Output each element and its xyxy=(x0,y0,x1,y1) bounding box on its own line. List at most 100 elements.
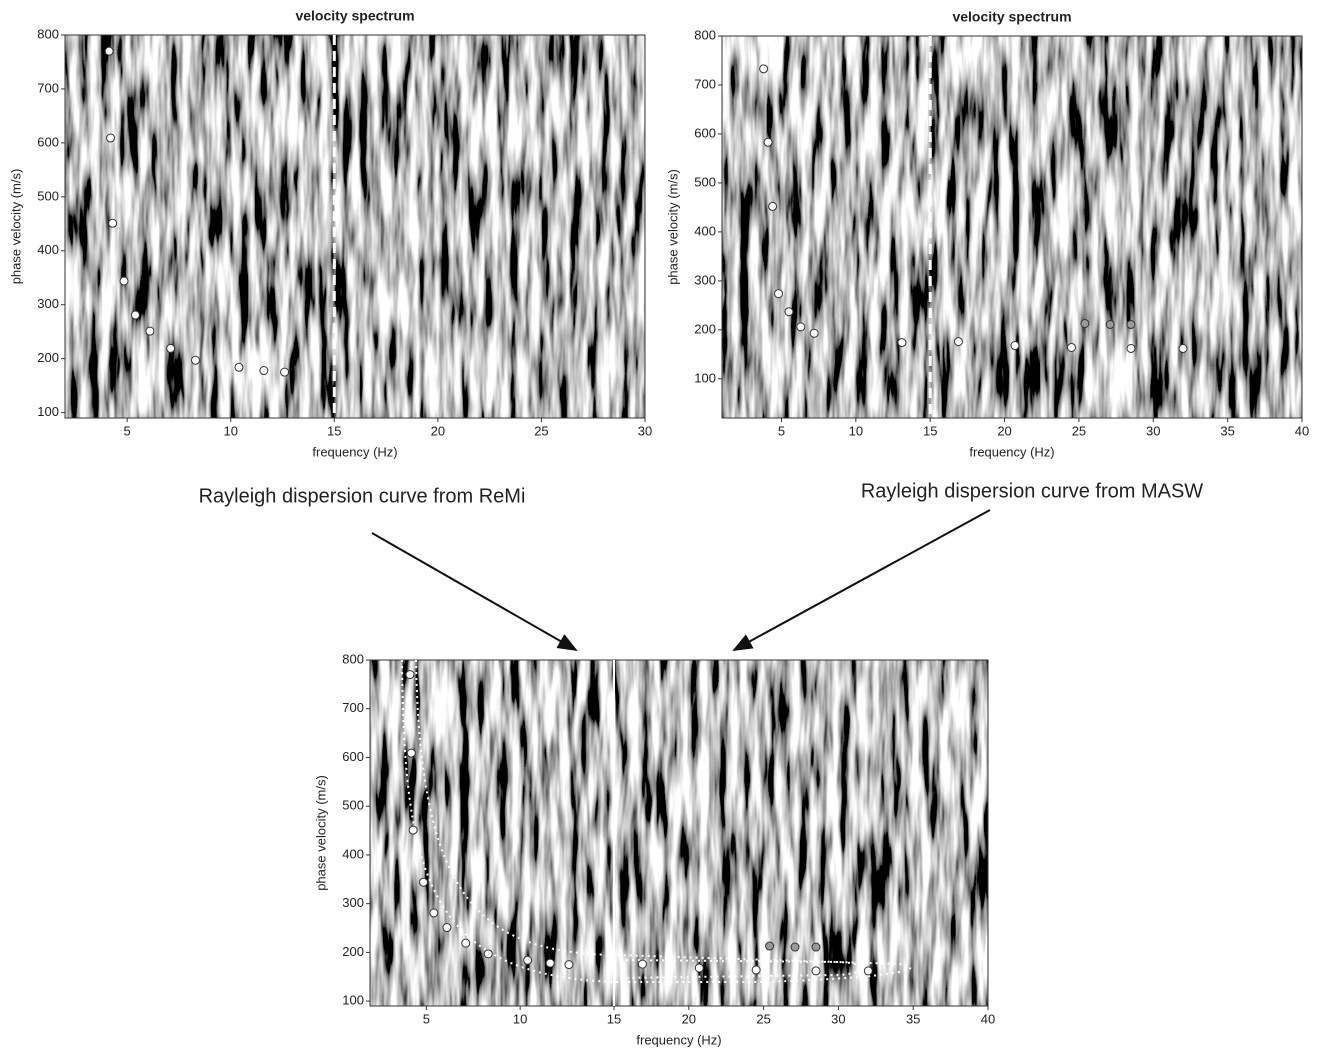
y-tick-label: 300 xyxy=(694,272,716,287)
x-tick-label: 30 xyxy=(638,423,652,438)
data-point xyxy=(429,908,439,918)
y-tick-label: 500 xyxy=(694,174,716,189)
y-tick-label: 100 xyxy=(342,993,364,1008)
data-point xyxy=(418,877,428,887)
data-point xyxy=(166,343,176,353)
data-point xyxy=(280,367,290,377)
plot-frame xyxy=(369,659,989,1007)
x-tick-label: 15 xyxy=(607,1011,621,1026)
data-point xyxy=(523,955,533,965)
data-point xyxy=(1080,318,1090,328)
data-point xyxy=(442,923,452,933)
y-tick-label: 800 xyxy=(37,26,59,41)
data-point xyxy=(751,965,761,975)
plot-frame xyxy=(64,34,646,419)
data-point xyxy=(774,289,784,299)
y-tick-label: 700 xyxy=(342,700,364,715)
data-point xyxy=(406,748,416,758)
data-point xyxy=(784,307,794,317)
data-point xyxy=(1126,343,1136,353)
y-tick-label: 400 xyxy=(37,242,59,257)
data-point xyxy=(234,362,244,372)
y-tick-label: 200 xyxy=(342,944,364,959)
data-point xyxy=(461,938,471,948)
data-point xyxy=(759,64,769,74)
data-point xyxy=(694,963,704,973)
charts: velocity spectrum frequency (Hz) phase vel… xyxy=(8,8,1309,1048)
x-tick-label: 5 xyxy=(423,1011,430,1026)
x-axis-label: frequency (Hz) xyxy=(636,1032,721,1047)
x-tick-label: 10 xyxy=(849,423,863,438)
y-axis-label: phase velocity (m/s) xyxy=(8,169,23,285)
data-point xyxy=(763,137,773,147)
data-point xyxy=(119,276,129,286)
x-tick-label: 25 xyxy=(534,423,548,438)
x-tick-label: 20 xyxy=(431,423,445,438)
data-point xyxy=(104,46,114,56)
x-tick-label: 5 xyxy=(124,423,131,438)
data-point xyxy=(408,825,418,835)
x-tick-label: 10 xyxy=(223,423,237,438)
x-tick-label: 5 xyxy=(778,423,785,438)
data-point xyxy=(130,310,140,320)
x-tick-label: 20 xyxy=(682,1011,696,1026)
data-point xyxy=(863,966,873,976)
data-point xyxy=(1105,319,1115,329)
x-tick-label: 25 xyxy=(756,1011,770,1026)
x-tick-label: 40 xyxy=(981,1011,995,1026)
x-tick-label: 30 xyxy=(1146,423,1160,438)
data-point xyxy=(1126,319,1136,329)
arrow xyxy=(371,532,578,651)
x-tick-label: 40 xyxy=(1295,423,1309,438)
chart-title: velocity spectrum xyxy=(295,8,414,24)
data-point xyxy=(108,218,118,228)
data-point xyxy=(106,133,116,143)
annotation: Rayleigh dispersion curve from ReMi xyxy=(199,485,526,507)
data-point xyxy=(953,337,963,347)
y-tick-label: 400 xyxy=(694,223,716,238)
y-tick-label: 300 xyxy=(342,895,364,910)
y-axis-label: phase velocity (m/s) xyxy=(665,169,680,285)
x-tick-label: 35 xyxy=(1220,423,1234,438)
y-tick-label: 800 xyxy=(342,651,364,666)
y-tick-label: 100 xyxy=(37,404,59,419)
spectrum-texture xyxy=(370,660,988,1006)
data-point xyxy=(768,201,778,211)
y-tick-label: 300 xyxy=(37,296,59,311)
y-tick-label: 500 xyxy=(37,188,59,203)
x-tick-label: 30 xyxy=(831,1011,845,1026)
data-point xyxy=(259,366,269,376)
spectrum-texture xyxy=(65,35,645,418)
y-tick-label: 700 xyxy=(694,76,716,91)
data-point xyxy=(545,958,555,968)
x-axis-label: frequency (Hz) xyxy=(969,444,1054,459)
envelope xyxy=(401,660,912,983)
data-point xyxy=(811,966,821,976)
y-axis-label: phase velocity (m/s) xyxy=(313,775,328,891)
x-tick-label: 15 xyxy=(923,423,937,438)
data-point xyxy=(637,959,647,969)
spectrum-texture xyxy=(722,36,1302,418)
data-point xyxy=(564,960,574,970)
data-point xyxy=(811,942,821,952)
x-tick-label: 10 xyxy=(513,1011,527,1026)
data-point xyxy=(191,355,200,365)
data-point xyxy=(145,326,155,336)
y-tick-label: 800 xyxy=(694,27,716,42)
data-point xyxy=(1178,343,1188,353)
y-tick-label: 600 xyxy=(37,134,59,149)
data-point xyxy=(483,949,493,959)
y-tick-label: 100 xyxy=(694,370,716,385)
y-tick-label: 200 xyxy=(37,350,59,365)
y-tick-label: 700 xyxy=(37,80,59,95)
x-tick-label: 15 xyxy=(327,423,341,438)
x-tick-label: 35 xyxy=(906,1011,920,1026)
data-point xyxy=(1066,342,1076,352)
x-tick-label: 25 xyxy=(1072,423,1086,438)
x-axis-label: frequency (Hz) xyxy=(312,444,397,459)
y-tick-label: 600 xyxy=(694,125,716,140)
data-point xyxy=(405,670,415,680)
data-point xyxy=(790,942,800,952)
annotation: Rayleigh dispersion curve from MASW xyxy=(861,480,1203,502)
y-tick-label: 400 xyxy=(342,846,364,861)
